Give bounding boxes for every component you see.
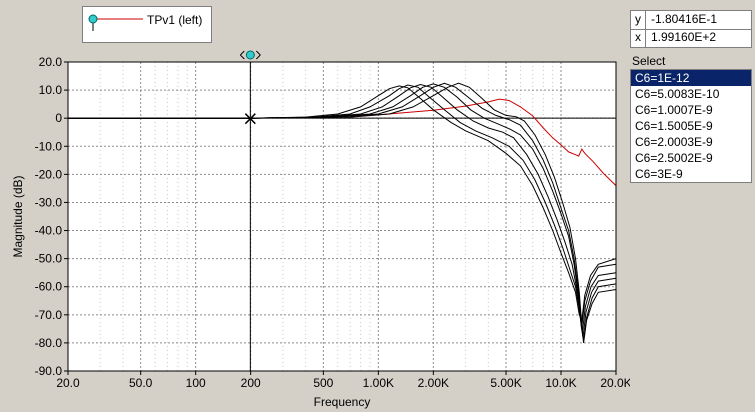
x-tick-label: 200 <box>241 376 261 390</box>
x-tick-label: 2.00K <box>418 376 449 390</box>
y-tick-label: -90.0 <box>35 364 63 378</box>
cursor-cross <box>244 113 256 125</box>
select-item[interactable]: C6=3E-9 <box>635 167 683 181</box>
select-item[interactable]: C6=2.5002E-9 <box>635 151 713 165</box>
x-axis-label: Frequency <box>314 395 371 409</box>
select-item[interactable]: C6=1.0007E-9 <box>635 103 713 117</box>
x-tick-label: 5.00K <box>490 376 521 390</box>
x-tick-label: 20.0K <box>600 376 630 390</box>
cursor-readout-y-row: y -1.80416E-1 <box>631 11 751 30</box>
legend[interactable]: TPv1 (left) <box>82 6 212 43</box>
legend-swatch <box>88 14 143 31</box>
x-tick-label: 100 <box>186 376 206 390</box>
select-panel-title: Select <box>632 54 666 68</box>
y-tick-label: 20.0 <box>39 55 63 69</box>
y-tick-label: -80.0 <box>35 336 63 350</box>
cursor-readout-x-row: x 1.99160E+2 <box>631 29 751 47</box>
y-tick-label: -40.0 <box>35 224 63 238</box>
cursor-readout: y -1.80416E-1 x 1.99160E+2 <box>630 10 752 48</box>
x-tick-label: 20.0 <box>56 376 80 390</box>
cursor-left-arrow-icon <box>239 50 245 60</box>
legend-series-label: TPv1 (left) <box>147 13 203 27</box>
plot-border <box>67 61 617 372</box>
y-tick-label: -60.0 <box>35 280 63 294</box>
x-tick-label: 1.00K <box>363 376 394 390</box>
x-tick-label: 10.0K <box>545 376 576 390</box>
select-item[interactable]: C6=2.0003E-9 <box>635 135 713 149</box>
cursor-y-value: -1.80416E-1 <box>651 12 718 26</box>
y-tick-label: -20.0 <box>35 167 63 181</box>
cursor-x-label: x <box>631 29 646 47</box>
cursor-handle-icon[interactable] <box>239 50 261 60</box>
x-tick-label: 50.0 <box>129 376 153 390</box>
cursor-x-value: 1.99160E+2 <box>651 30 717 44</box>
y-tick-label: -50.0 <box>35 252 63 266</box>
y-tick-label: -10.0 <box>35 139 63 153</box>
select-item[interactable]: C6=1.5005E-9 <box>635 119 713 133</box>
x-tick-label: 500 <box>313 376 333 390</box>
select-item[interactable]: C6=5.0083E-10 <box>635 87 720 101</box>
parameter-select-list[interactable]: C6=1E-12 C6=5.0083E-10 C6=1.0007E-9 C6=1.50… <box>630 69 752 183</box>
plot-area <box>68 62 616 371</box>
y-tick-label: 10.0 <box>39 83 63 97</box>
y-tick-label: -70.0 <box>35 308 63 322</box>
cursor-right-arrow-icon <box>255 50 261 60</box>
legend-marker-icon <box>88 14 98 24</box>
y-tick-label: -30.0 <box>35 195 63 209</box>
bode-magnitude-chart[interactable]: 20.0 50.0 100 200 500 1.00K 2.00K 5.00K 10.0K 20.… <box>0 0 630 412</box>
y-axis-label: Magnitude (dB) <box>11 175 25 257</box>
cursor-handle-dot <box>245 50 255 60</box>
y-tick-label: 0 <box>55 111 62 125</box>
cursor-y-label: y <box>631 11 646 29</box>
series-line-6 <box>68 82 617 343</box>
select-item[interactable]: C6=1E-12 <box>631 70 751 86</box>
